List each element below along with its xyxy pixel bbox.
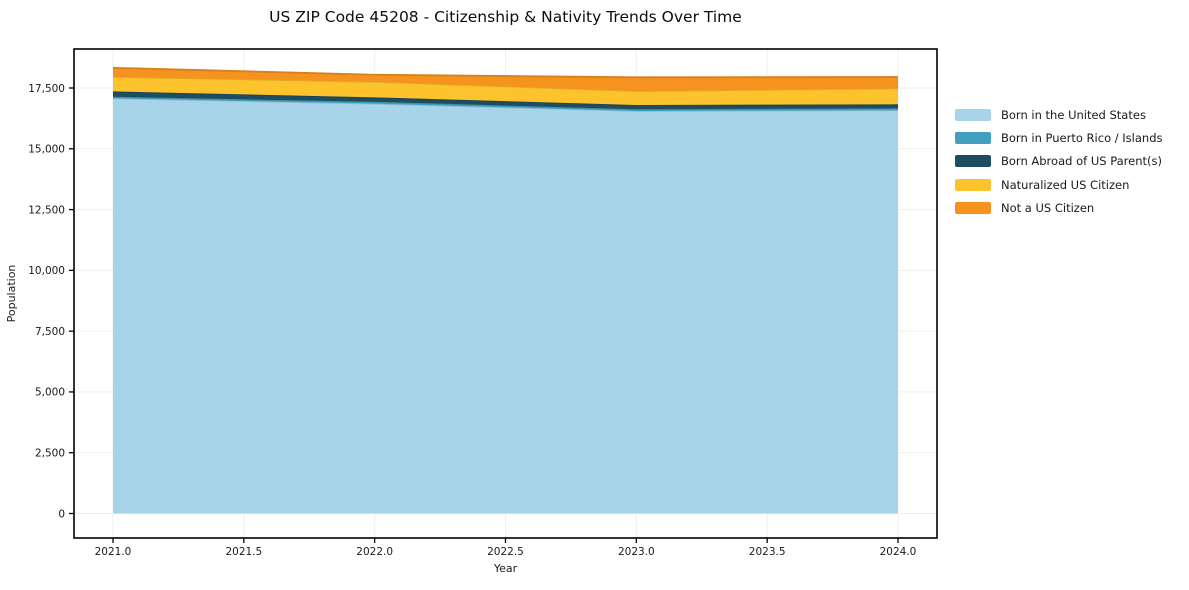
y-tick-label: 7,500 (35, 326, 65, 338)
y-tick-label: 5,000 (35, 387, 65, 399)
x-tick-label: 2021.5 (225, 546, 262, 558)
area-series-4-edge (112, 66, 899, 79)
x-tick-label: 2023.0 (618, 546, 655, 558)
x-tick-label: 2022.5 (487, 546, 524, 558)
chart-title: US ZIP Code 45208 - Citizenship & Nativi… (269, 8, 742, 26)
legend-label: Not a US Citizen (1001, 201, 1095, 216)
legend-item: Not a US Citizen (955, 197, 1163, 220)
legend-item: Born Abroad of US Parent(s) (955, 150, 1163, 173)
x-tick-label: 2021.0 (95, 546, 132, 558)
y-tick-label: 17,500 (28, 83, 65, 95)
legend-label: Naturalized US Citizen (1001, 177, 1130, 192)
legend-label: Born in the United States (1001, 107, 1146, 122)
legend-item: Naturalized US Citizen (955, 173, 1163, 196)
y-tick-label: 15,000 (28, 144, 65, 156)
legend: Born in the United States Born in Puerto … (955, 103, 1163, 220)
legend-item: Born in the United States (955, 103, 1163, 126)
legend-swatch (955, 132, 991, 145)
x-tick-label: 2023.5 (749, 546, 786, 558)
legend-label: Born Abroad of US Parent(s) (1001, 154, 1162, 169)
legend-swatch (955, 202, 991, 215)
y-tick-label: 12,500 (28, 204, 65, 216)
y-axis-label: Population (5, 265, 18, 323)
y-tick-label: 10,000 (28, 265, 65, 277)
x-axis-label: Year (493, 562, 518, 575)
legend-label: Born in Puerto Rico / Islands (1001, 131, 1163, 146)
legend-item: Born in Puerto Rico / Islands (955, 126, 1163, 149)
y-tick-label: 0 (58, 508, 65, 520)
legend-swatch (955, 108, 991, 121)
area-series-3 (113, 76, 898, 106)
legend-swatch (955, 155, 991, 168)
area-series-0 (113, 98, 898, 514)
legend-swatch (955, 178, 991, 191)
y-tick-label: 2,500 (35, 448, 65, 460)
x-tick-label: 2024.0 (880, 546, 917, 558)
area-series-1 (113, 96, 898, 111)
x-tick-label: 2022.0 (356, 546, 393, 558)
